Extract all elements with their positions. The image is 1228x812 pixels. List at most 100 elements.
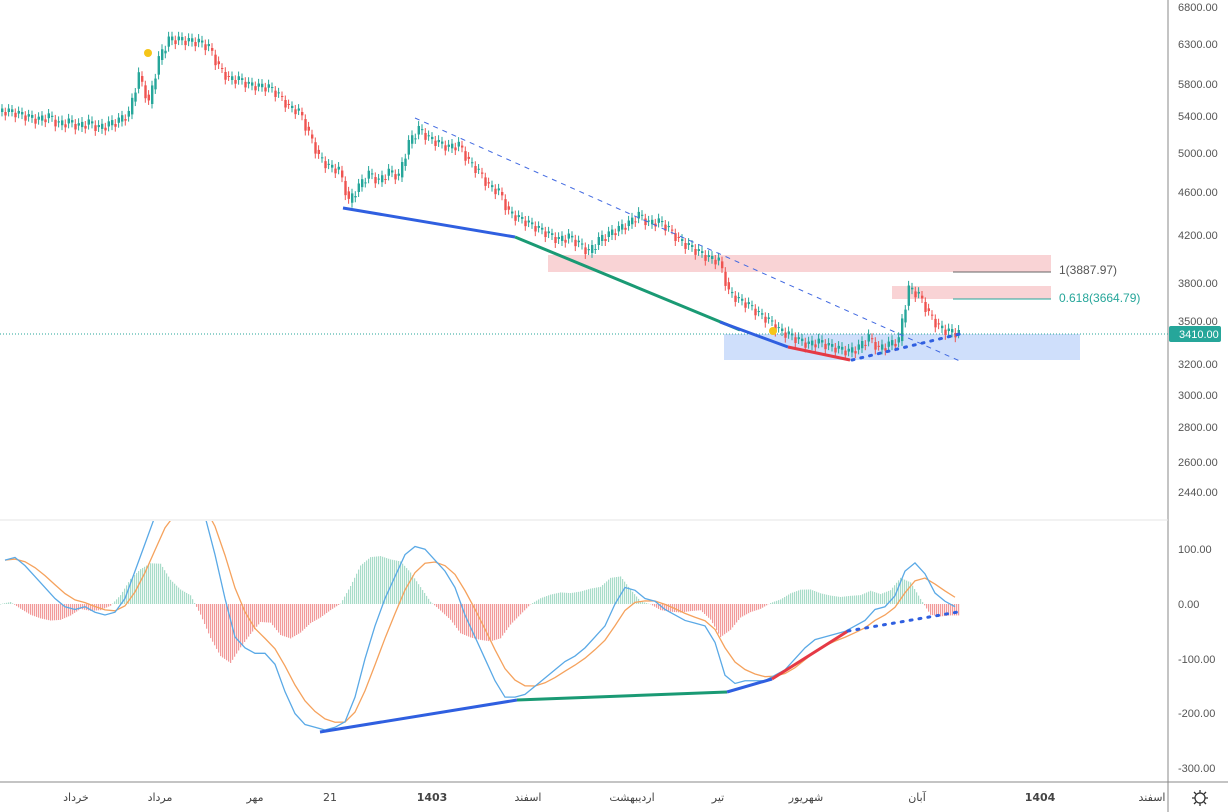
event-marker[interactable] <box>769 327 777 335</box>
candle <box>4 112 7 116</box>
histogram-bar <box>260 604 262 622</box>
candle <box>911 287 914 290</box>
candle <box>344 180 347 196</box>
trendline-green[interactable] <box>514 235 741 332</box>
candle <box>267 84 270 88</box>
histogram-bar <box>142 567 144 604</box>
histogram-bar <box>700 604 702 611</box>
settings-gear-icon[interactable] <box>1192 790 1208 806</box>
histogram-bar <box>904 579 906 604</box>
histogram-bar <box>816 591 818 604</box>
histogram-bar <box>216 604 218 649</box>
event-marker[interactable] <box>144 49 152 57</box>
histogram-bar <box>578 591 580 604</box>
histogram-bar <box>310 604 312 624</box>
histogram-bar <box>882 593 884 604</box>
candle <box>601 234 604 241</box>
histogram-bar <box>180 589 182 604</box>
trendline-dotted[interactable] <box>850 332 962 362</box>
candle <box>851 347 854 353</box>
histogram-bar <box>892 587 894 604</box>
histogram-bar <box>194 603 196 604</box>
candle <box>567 233 570 239</box>
histogram-bar <box>900 577 902 604</box>
trendline-blue-2[interactable] <box>719 320 789 349</box>
candle <box>454 147 457 151</box>
candle <box>917 291 920 294</box>
trendline-red[interactable] <box>787 345 851 362</box>
histogram-bar <box>570 593 572 604</box>
macd-tick-label: 100.00 <box>1178 544 1212 556</box>
histogram-bar <box>782 598 784 604</box>
drawings[interactable] <box>548 255 1080 360</box>
histogram-bar <box>656 604 658 608</box>
candle <box>477 168 480 170</box>
histogram-bar <box>68 604 70 617</box>
histogram-bar <box>810 589 812 604</box>
trendlines[interactable] <box>144 49 963 734</box>
histogram-bar <box>154 563 156 604</box>
histogram-bar <box>30 604 32 615</box>
histogram-bar <box>94 604 96 611</box>
histogram-bar <box>208 604 210 634</box>
histogram-bar <box>350 585 352 604</box>
candle <box>511 211 514 214</box>
resistance-zone-2[interactable] <box>892 286 1051 299</box>
histogram-bar <box>874 592 876 604</box>
macd-trendline-blue[interactable] <box>319 698 518 734</box>
candle <box>174 40 177 45</box>
histogram-bar <box>258 604 260 625</box>
histogram-bar <box>422 590 424 604</box>
candle <box>644 218 647 226</box>
histogram-bar <box>298 604 300 634</box>
histogram-bar <box>462 604 464 635</box>
candle <box>354 195 357 198</box>
price-tick-label: 5000.00 <box>1178 148 1218 160</box>
candle <box>831 343 834 347</box>
histogram-bar <box>732 604 734 628</box>
price-axis[interactable]: 6800.00 6300.00 5800.00 5400.00 5000.00 4600.… <box>1178 2 1218 775</box>
candle <box>717 257 720 261</box>
histogram-bar <box>330 604 332 611</box>
candle <box>527 220 530 223</box>
histogram-bar <box>786 595 788 604</box>
candle <box>931 314 934 316</box>
macd-trendline-green[interactable] <box>516 690 728 702</box>
macd-trendline-blue-2[interactable] <box>726 677 773 694</box>
trendline-blue[interactable] <box>342 206 516 239</box>
resistance-zone[interactable] <box>548 255 1051 272</box>
candle <box>497 188 500 191</box>
histogram-bar <box>38 604 40 618</box>
histogram-bar <box>738 604 740 620</box>
histogram-bar <box>190 595 192 604</box>
histogram-bar <box>718 604 720 634</box>
histogram-bar <box>336 604 338 607</box>
time-tick-label: 1403 <box>417 791 448 804</box>
histogram-bar <box>148 564 150 604</box>
time-tick-label: اسفند <box>515 791 542 804</box>
macd-trendline-red[interactable] <box>771 629 849 681</box>
candle <box>957 329 960 334</box>
histogram-bar <box>82 604 84 610</box>
candle <box>311 134 314 139</box>
histogram-bar <box>88 604 90 611</box>
time-axis[interactable]: خرداد مرداد مهر 21 1403 اسفند اردیبهشت تیر شهریو… <box>63 790 1165 804</box>
candle <box>147 94 150 101</box>
candle <box>247 81 250 84</box>
macd-trendline-dotted[interactable] <box>846 610 960 633</box>
candle <box>937 323 940 325</box>
macd-tick-label: 0.00 <box>1178 599 1199 611</box>
candle <box>734 295 737 302</box>
candle <box>257 83 260 87</box>
histogram-bar <box>36 604 38 617</box>
histogram-bar <box>52 604 54 621</box>
candle <box>284 100 287 108</box>
histogram-bar <box>850 595 852 604</box>
histogram-bar <box>168 576 170 604</box>
histogram-bar <box>54 604 56 621</box>
candle <box>531 222 534 225</box>
candle <box>874 342 877 350</box>
candle <box>27 114 30 117</box>
histogram-bar <box>628 586 630 604</box>
